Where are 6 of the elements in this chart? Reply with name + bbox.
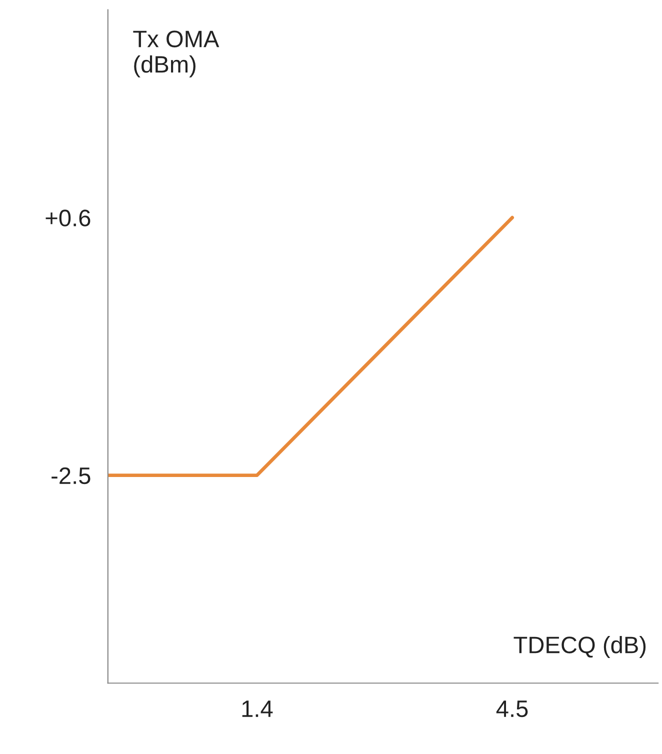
y-axis-title: Tx OMA (dBm): [133, 30, 220, 78]
y-tick-label: +0.6: [46, 210, 90, 226]
x-tick-label: 1.4: [242, 700, 273, 717]
x-axis-title: TDECQ (dB): [514, 636, 646, 658]
x-tick-label: 4.5: [496, 700, 528, 718]
y-tick-label: -2.5: [52, 467, 90, 484]
